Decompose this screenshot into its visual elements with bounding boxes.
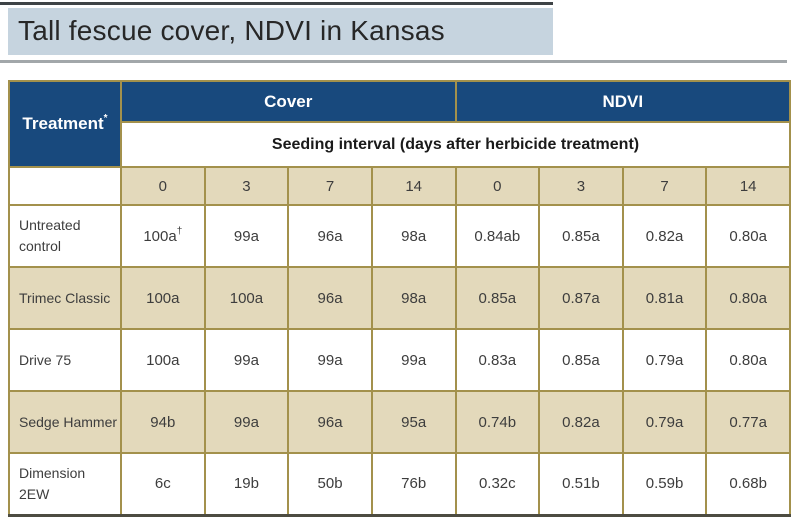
value-cell: 99a	[203, 328, 290, 392]
value-cell: 50b	[287, 452, 373, 517]
value-cell: 94b	[120, 390, 206, 454]
group-header-row: Treatment* Cover NDVI	[8, 80, 791, 168]
value-cell: 0.80a	[705, 328, 791, 392]
table-row-sedge-hammer: Sedge Hammer 94b 99a 96a 95a 0.74b 0.82a…	[8, 390, 791, 454]
day-header: 0	[454, 166, 541, 206]
value-cell: 0.79a	[621, 328, 708, 392]
day-header: 3	[538, 166, 624, 206]
day-header: 7	[621, 166, 708, 206]
value-cell: 76b	[370, 452, 457, 517]
day-header: 14	[370, 166, 457, 206]
value-cell: 100a	[203, 266, 290, 330]
value-cell: 99a	[287, 328, 373, 392]
treatment-cell: Dimension 2EW	[8, 452, 122, 517]
value-cell: 0.79a	[621, 390, 708, 454]
value-cell: 100a†	[120, 204, 206, 268]
day-header: 3	[203, 166, 290, 206]
value-cell: 100a	[120, 328, 206, 392]
treatment-cell: Trimec Classic	[8, 266, 122, 330]
days-header-row: 0 3 7 14 0 3 7 14	[8, 166, 791, 206]
interval-header-row: Seeding interval (days after herbicide t…	[9, 121, 791, 168]
value-cell: 98a	[370, 204, 457, 268]
value-cell: 0.85a	[538, 328, 624, 392]
value-cell: 99a	[203, 390, 290, 454]
value-cell: 0.59b	[621, 452, 708, 517]
value-cell: 96a	[287, 390, 373, 454]
value-cell: 100a	[120, 266, 206, 330]
value-cell: 0.84ab	[454, 204, 541, 268]
value-cell: 0.74b	[454, 390, 541, 454]
treatment-cell: Drive 75	[8, 328, 122, 392]
treatment-column-header: Treatment*	[8, 80, 122, 168]
table-row-untreated-control: Untreated control 100a† 99a 96a 98a 0.84…	[8, 204, 791, 268]
value-cell: 0.83a	[454, 328, 541, 392]
day-header: 7	[287, 166, 373, 206]
value-cell: 0.82a	[621, 204, 708, 268]
table-row-drive-75: Drive 75 100a 99a 99a 99a 0.83a 0.85a 0.…	[8, 328, 791, 392]
value-cell: 98a	[370, 266, 457, 330]
table-row-trimec-classic: Trimec Classic 100a 100a 96a 98a 0.85a 0…	[8, 266, 791, 330]
treatment-results-table: Treatment* Cover NDVI Seeding interval (…	[8, 80, 791, 517]
value-cell: 0.85a	[538, 204, 624, 268]
value-cell: 96a	[287, 266, 373, 330]
dagger-footnote-marker: †	[176, 226, 183, 237]
page-title-bar: Tall fescue cover, NDVI in Kansas	[8, 8, 553, 55]
value-cell: 99a	[203, 204, 290, 268]
value-cell: 96a	[287, 204, 373, 268]
table-row-dimension-2ew: Dimension 2EW 6c 19b 50b 76b 0.32c 0.51b…	[8, 452, 791, 517]
treatment-footnote-marker: *	[103, 113, 108, 125]
day-header: 14	[705, 166, 791, 206]
value-cell: 6c	[120, 452, 206, 517]
blank-corner-cell	[8, 166, 122, 206]
value-cell: 0.87a	[538, 266, 624, 330]
page-title: Tall fescue cover, NDVI in Kansas	[18, 14, 445, 46]
treatment-cell: Sedge Hammer	[8, 390, 122, 454]
title-top-rule	[0, 2, 553, 5]
value-cell: 19b	[203, 452, 290, 517]
seeding-interval-header: Seeding interval (days after herbicide t…	[120, 121, 791, 168]
treatment-header-label: Treatment	[22, 114, 104, 133]
value-cell: 95a	[370, 390, 457, 454]
value-cell: 0.32c	[454, 452, 541, 517]
value-cell: 0.81a	[621, 266, 708, 330]
value-cell: 0.80a	[705, 266, 791, 330]
treatment-cell: Untreated control	[8, 204, 122, 268]
value-cell: 0.85a	[454, 266, 541, 330]
value-cell: 99a	[370, 328, 457, 392]
cover-group-header: Cover	[120, 80, 457, 123]
value-cell: 0.51b	[538, 452, 624, 517]
ndvi-group-header: NDVI	[454, 80, 791, 123]
value-cell: 0.77a	[705, 390, 791, 454]
value-cell: 0.82a	[538, 390, 624, 454]
value-cell: 0.80a	[705, 204, 791, 268]
value-cell: 0.68b	[705, 452, 791, 517]
day-header: 0	[120, 166, 206, 206]
title-bottom-rule	[0, 60, 787, 63]
